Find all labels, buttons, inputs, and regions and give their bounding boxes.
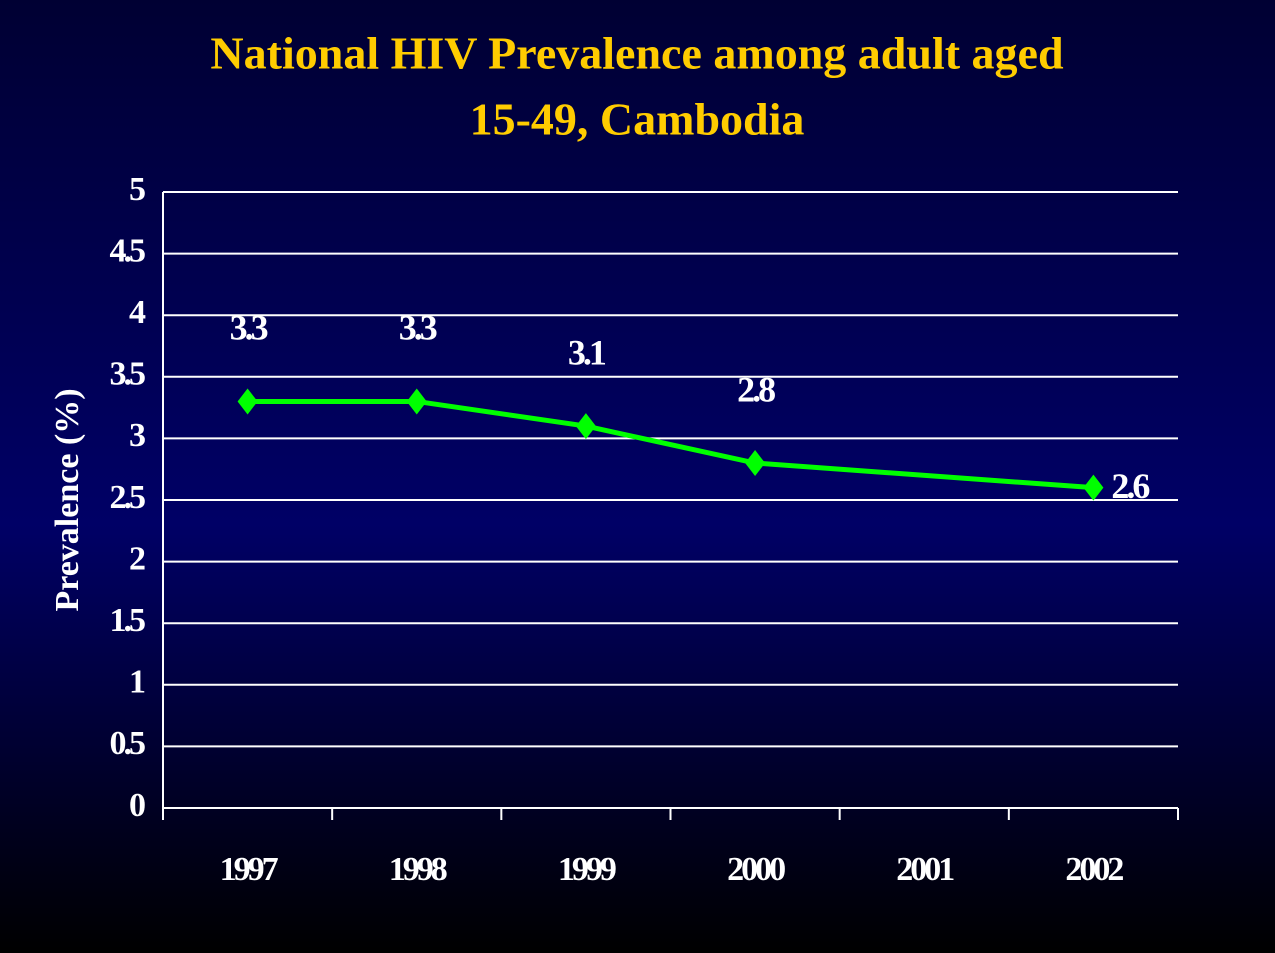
y-tick-label: 5 xyxy=(129,171,145,208)
x-tick-label: 1998 xyxy=(389,851,447,888)
y-tick-label: 4.5 xyxy=(110,232,146,269)
chart-title: 15-49, Cambodia xyxy=(470,94,805,145)
data-label: 3.3 xyxy=(230,308,268,348)
marker xyxy=(575,413,596,440)
y-tick-label: 3.5 xyxy=(110,356,146,393)
marker xyxy=(237,388,258,415)
x-tick-label: 2000 xyxy=(727,851,785,888)
y-tick-label: 1 xyxy=(129,664,145,701)
data-label: 3.1 xyxy=(568,332,606,372)
marker xyxy=(406,388,427,415)
marker xyxy=(1083,474,1104,501)
y-tick-label: 1.5 xyxy=(110,602,146,639)
chart-title: National HIV Prevalence among adult aged xyxy=(210,28,1064,79)
x-tick-label: 1997 xyxy=(220,851,279,888)
y-tick-label: 2.5 xyxy=(110,479,146,516)
data-label: 2.8 xyxy=(737,369,775,409)
x-tick-label: 1999 xyxy=(558,851,616,888)
y-tick-label: 0 xyxy=(129,787,145,824)
x-tick-label: 2002 xyxy=(1065,851,1123,888)
data-label: 2.6 xyxy=(1111,466,1149,506)
y-tick-label: 2 xyxy=(129,540,145,577)
marker xyxy=(745,450,766,477)
y-tick-label: 3 xyxy=(129,417,145,454)
data-label: 3.3 xyxy=(399,308,437,348)
y-axis-label: Prevalence (%) xyxy=(49,388,86,611)
x-tick-label: 2001 xyxy=(896,851,954,888)
y-tick-label: 0.5 xyxy=(110,725,146,762)
